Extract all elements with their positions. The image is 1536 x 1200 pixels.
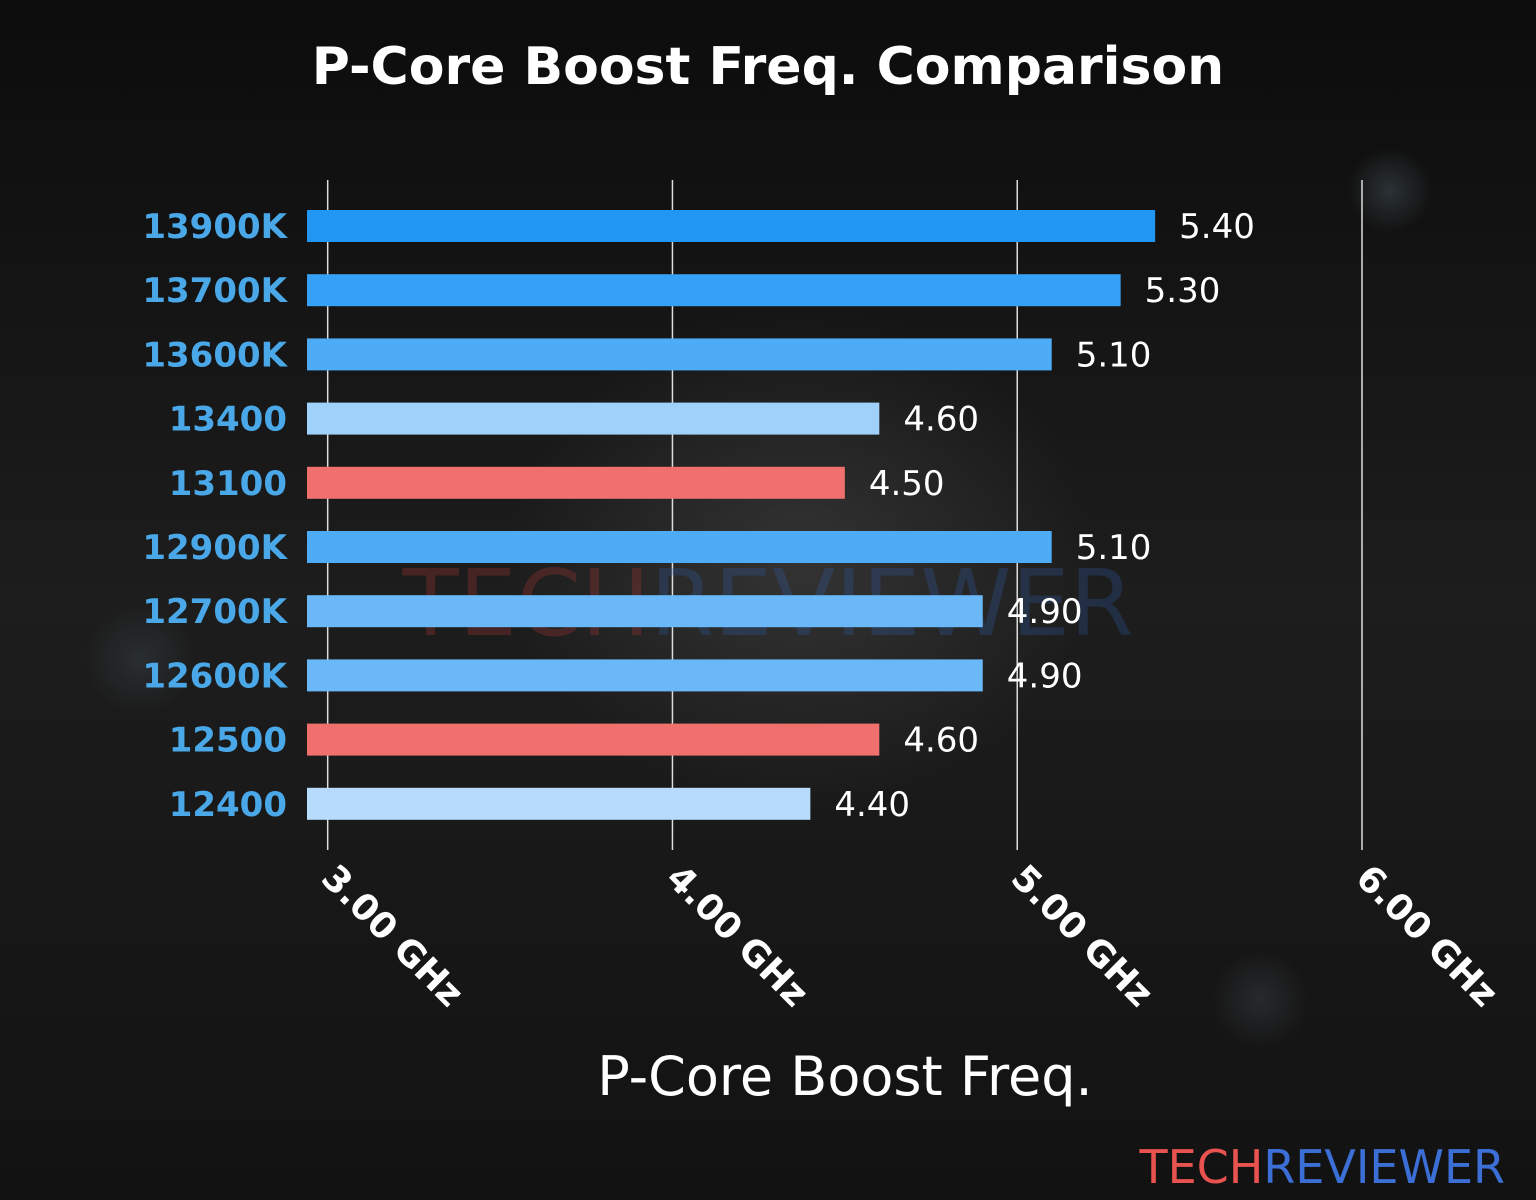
category-label: 13900K <box>142 207 288 247</box>
value-label: 4.60 <box>903 400 979 440</box>
value-label: 5.40 <box>1179 207 1255 247</box>
bar <box>307 210 1156 242</box>
chart-title: P-Core Boost Freq. Comparison <box>312 37 1224 97</box>
bar <box>307 659 983 692</box>
category-label: 13400 <box>169 400 287 440</box>
x-tick-label: 4.00 GHz <box>658 857 816 1015</box>
value-label: 5.10 <box>1076 335 1152 375</box>
x-tick-labels: 3.00 GHz 4.00 GHz 5.00 GHz 6.00 GHz <box>313 857 1505 1015</box>
bar <box>307 466 845 499</box>
value-label: 4.40 <box>834 785 910 825</box>
category-label: 13600K <box>142 335 288 375</box>
bar <box>307 595 983 628</box>
bar <box>307 787 811 820</box>
bar <box>307 338 1052 371</box>
bar <box>307 402 880 435</box>
value-label: 4.90 <box>1007 592 1083 632</box>
brand-part1: TECH <box>1138 1140 1263 1194</box>
bars <box>307 210 1156 820</box>
category-label: 12700K <box>142 592 288 632</box>
bar <box>307 531 1052 563</box>
brand-part2: REVIEWER <box>1263 1140 1505 1194</box>
category-label: 12500 <box>169 721 287 761</box>
category-label: 13100 <box>169 464 287 504</box>
value-label: 4.90 <box>1007 656 1083 696</box>
x-tick-label: 3.00 GHz <box>313 857 471 1015</box>
category-label: 12900K <box>142 528 288 568</box>
x-tick-label: 5.00 GHz <box>1003 857 1161 1015</box>
value-label: 5.10 <box>1076 528 1152 568</box>
value-label: 4.50 <box>869 464 945 504</box>
value-labels: 5.40 5.30 5.10 4.60 4.50 5.10 4.90 4.90 4.60 4.40 <box>834 207 1254 825</box>
value-label: 5.30 <box>1145 271 1221 311</box>
brand-logo: TECHREVIEWER <box>1138 1140 1505 1194</box>
value-label: 4.60 <box>903 721 979 761</box>
bar <box>307 723 880 756</box>
x-tick-label: 6.00 GHz <box>1348 857 1506 1015</box>
category-label: 12400 <box>169 785 287 825</box>
category-labels: 13900K 13700K 13600K 13400 13100 12900K 12700K… <box>142 207 288 825</box>
category-label: 13700K <box>142 271 288 311</box>
x-axis-label: P-Core Boost Freq. <box>597 1045 1092 1108</box>
bar <box>307 274 1121 307</box>
category-label: 12600K <box>142 656 288 696</box>
